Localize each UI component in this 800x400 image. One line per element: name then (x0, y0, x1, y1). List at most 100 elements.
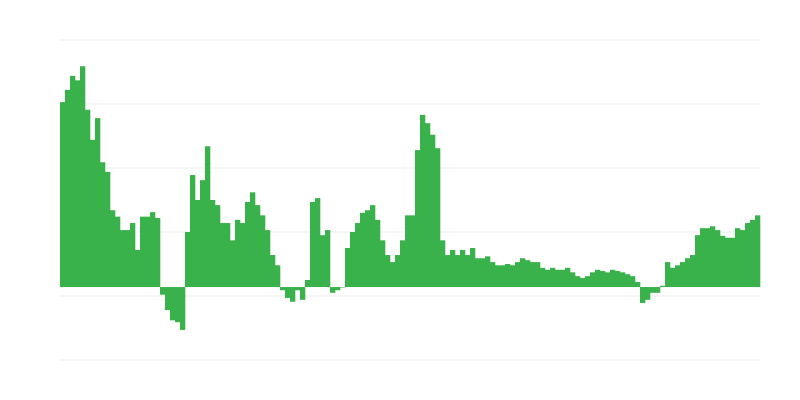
bar (635, 281, 641, 288)
bar (665, 262, 671, 288)
bar (370, 205, 376, 288)
bar (355, 223, 361, 288)
bar (155, 217, 161, 288)
bar (480, 258, 486, 288)
bar (290, 287, 296, 302)
bar (120, 230, 126, 288)
bar (510, 265, 516, 288)
bar (420, 114, 426, 288)
bar (590, 272, 596, 288)
bar (330, 287, 336, 293)
bar (220, 223, 226, 288)
bar (455, 255, 461, 288)
bar (475, 258, 481, 288)
bar (600, 271, 606, 288)
bars (60, 66, 761, 330)
bar (135, 249, 141, 288)
bar (645, 287, 651, 300)
bar (520, 258, 526, 288)
bar (110, 210, 116, 288)
bar (270, 255, 276, 288)
bar (275, 265, 281, 288)
bar (620, 272, 626, 288)
bar (335, 287, 341, 291)
bar (630, 276, 636, 288)
bar (680, 262, 686, 288)
bar (670, 267, 676, 288)
bar (115, 216, 121, 288)
bar (200, 180, 206, 288)
bar (375, 219, 381, 288)
bar (305, 280, 311, 288)
bar (750, 219, 756, 288)
bar (80, 66, 86, 288)
bar (125, 230, 131, 288)
bar (215, 205, 221, 288)
bar (470, 248, 476, 288)
bar (495, 265, 501, 288)
bar (190, 175, 196, 288)
bar (285, 287, 291, 298)
bar (315, 198, 321, 288)
bar (295, 287, 301, 291)
bar (695, 235, 701, 288)
bar (705, 228, 711, 288)
bar (715, 230, 721, 288)
bar (740, 230, 746, 288)
bar (85, 109, 91, 288)
bar (390, 262, 396, 288)
bar (555, 269, 561, 288)
bar (240, 223, 246, 288)
bar (660, 285, 666, 288)
bar (570, 272, 576, 288)
bar (730, 237, 736, 288)
bar (140, 216, 146, 288)
bar (325, 230, 331, 288)
bar (560, 269, 566, 288)
bar (545, 269, 551, 288)
bar (210, 200, 216, 288)
bar (530, 262, 536, 288)
bar (195, 200, 201, 288)
bar (70, 75, 76, 288)
bar (575, 276, 581, 288)
bar (205, 146, 211, 288)
bar (95, 118, 101, 288)
bar (165, 287, 171, 311)
bar (250, 192, 256, 288)
bar (360, 212, 366, 288)
bar (410, 215, 416, 288)
bar (435, 148, 441, 288)
bar (585, 276, 591, 288)
bar (580, 278, 586, 288)
bar (725, 237, 731, 288)
bar (255, 205, 261, 288)
bar (385, 255, 391, 288)
bar (400, 240, 406, 288)
bar (65, 89, 71, 288)
bar (625, 274, 631, 288)
bar (395, 255, 401, 288)
bar (720, 235, 726, 288)
bar (655, 287, 661, 293)
bar (425, 123, 431, 288)
bar (340, 287, 346, 288)
bar (145, 216, 151, 288)
bar (60, 102, 66, 288)
bar (380, 240, 386, 288)
bar (230, 240, 236, 288)
bar (280, 287, 286, 291)
bar (595, 269, 601, 288)
bar (160, 287, 166, 295)
bar (525, 260, 531, 288)
bar (100, 162, 106, 288)
bar (735, 228, 741, 288)
bar (450, 249, 456, 288)
bar (500, 265, 506, 288)
bar (460, 249, 466, 288)
bar (505, 264, 511, 288)
bar (235, 219, 241, 288)
bar (175, 287, 181, 323)
bar (170, 287, 176, 321)
